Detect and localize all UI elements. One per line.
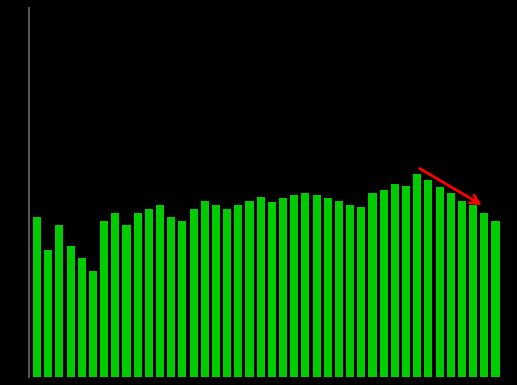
- Bar: [67, 246, 74, 377]
- Bar: [492, 221, 499, 377]
- Bar: [379, 190, 388, 377]
- Bar: [212, 205, 220, 377]
- Bar: [111, 213, 119, 377]
- Bar: [313, 195, 321, 377]
- Bar: [279, 198, 287, 377]
- Bar: [190, 209, 197, 377]
- Bar: [156, 205, 164, 377]
- Bar: [234, 205, 242, 377]
- Bar: [246, 201, 253, 377]
- Bar: [435, 187, 444, 377]
- Bar: [447, 192, 455, 377]
- Bar: [100, 221, 108, 377]
- Bar: [167, 217, 175, 377]
- Bar: [324, 198, 332, 377]
- Bar: [89, 271, 97, 377]
- Bar: [290, 195, 298, 377]
- Bar: [335, 201, 343, 377]
- Bar: [123, 225, 130, 377]
- Bar: [201, 201, 209, 377]
- Bar: [268, 203, 276, 377]
- Bar: [424, 180, 432, 377]
- Bar: [78, 258, 86, 377]
- Bar: [256, 197, 265, 377]
- Bar: [346, 205, 354, 377]
- Bar: [301, 192, 309, 377]
- Bar: [133, 213, 142, 377]
- Bar: [369, 192, 376, 377]
- Bar: [44, 250, 52, 377]
- Bar: [480, 213, 489, 377]
- Bar: [458, 201, 466, 377]
- Bar: [402, 186, 410, 377]
- Bar: [55, 225, 64, 377]
- Bar: [223, 209, 231, 377]
- Bar: [469, 205, 477, 377]
- Bar: [413, 174, 421, 377]
- Bar: [391, 184, 399, 377]
- Bar: [178, 221, 187, 377]
- Bar: [33, 217, 41, 377]
- Bar: [357, 207, 366, 377]
- Bar: [145, 209, 153, 377]
